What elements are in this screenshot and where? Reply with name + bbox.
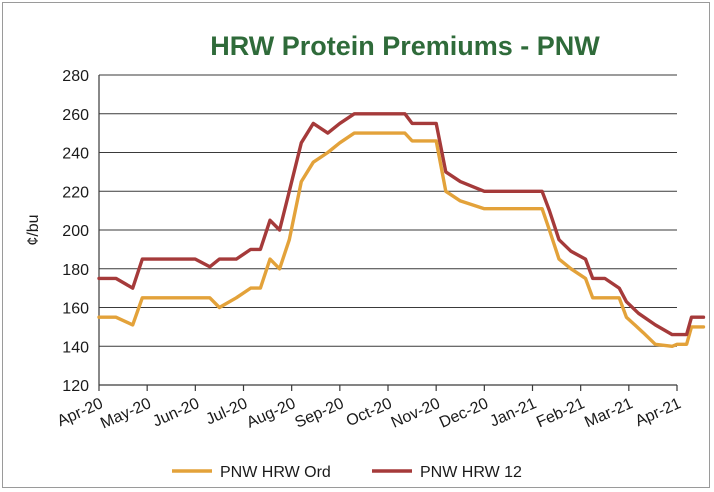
y-tick-label: 260: [62, 107, 89, 124]
y-tick-label: 120: [62, 378, 89, 395]
y-tick-label: 280: [62, 68, 89, 85]
x-tick-label: Apr-21: [633, 395, 684, 430]
x-tick-label: Jun-20: [150, 395, 202, 430]
y-tick-label: 220: [62, 184, 89, 201]
y-tick-label: 240: [62, 146, 89, 163]
x-tick-label: Sep-20: [292, 395, 346, 432]
y-tick-label: 180: [62, 262, 89, 279]
series-lines: [97, 112, 706, 348]
x-tick-label: May-20: [98, 395, 154, 432]
x-tick-label: Mar-21: [582, 395, 635, 431]
x-tick-label: Oct-20: [344, 395, 395, 430]
y-tick-label: 200: [62, 223, 89, 240]
axes: [98, 75, 678, 391]
y-axis-label: ¢/bu: [25, 214, 42, 245]
y-tick-label: 160: [62, 301, 89, 318]
legend-label-0: PNW HRW Ord: [220, 464, 331, 481]
x-tick-label: Apr-20: [55, 395, 106, 430]
x-tick-label: Aug-20: [244, 395, 298, 432]
chart-title: HRW Protein Premiums - PNW: [210, 31, 600, 61]
x-tick-label: Nov-20: [389, 395, 443, 432]
x-tick-label: Dec-20: [437, 395, 491, 432]
series-line-0: [97, 131, 706, 348]
x-tick-label: Feb-21: [534, 395, 587, 431]
chart-frame: [2, 2, 710, 488]
y-tick-labels: 120 140 160 180 200 220 240 260 280: [62, 68, 89, 395]
x-tick-label: Jan-21: [488, 395, 540, 430]
x-tick-label: Jul-20: [203, 395, 250, 428]
y-tick-label: 140: [62, 339, 89, 356]
series-line-1: [97, 112, 706, 337]
grid-lines: [99, 74, 677, 347]
legend: PNW HRW Ord PNW HRW 12: [172, 464, 522, 481]
legend-label-1: PNW HRW 12: [420, 464, 522, 481]
